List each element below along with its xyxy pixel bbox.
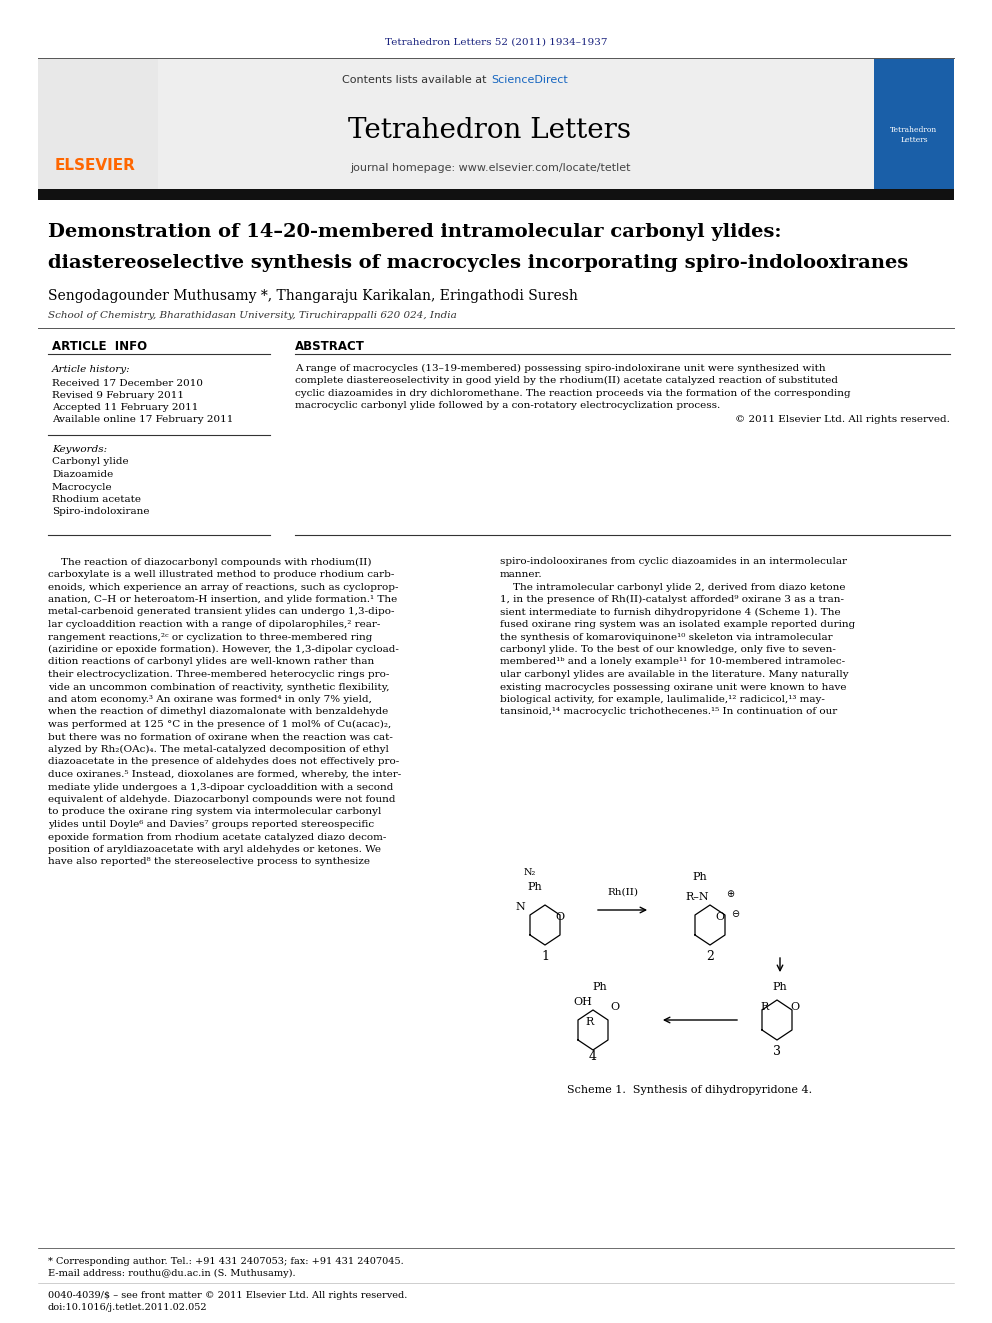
Text: 2: 2 (706, 950, 714, 963)
Text: Tetrahedron
Letters: Tetrahedron Letters (891, 126, 937, 144)
Text: Tetrahedron Letters 52 (2011) 1934–1937: Tetrahedron Letters 52 (2011) 1934–1937 (385, 37, 607, 46)
Text: duce oxiranes.⁵ Instead, dioxolanes are formed, whereby, the inter-: duce oxiranes.⁵ Instead, dioxolanes are … (48, 770, 401, 779)
Text: position of aryldiazoacetate with aryl aldehydes or ketones. We: position of aryldiazoacetate with aryl a… (48, 845, 381, 855)
Text: O: O (791, 1002, 800, 1012)
Text: 1: 1 (541, 950, 549, 963)
Text: have also reported⁸ the stereoselective process to synthesize: have also reported⁸ the stereoselective … (48, 857, 370, 867)
Text: OH: OH (573, 998, 592, 1007)
Text: (aziridine or epoxide formation). However, the 1,3-dipolar cycload-: (aziridine or epoxide formation). Howeve… (48, 644, 399, 654)
Text: when the reaction of dimethyl diazomalonate with benzaldehyde: when the reaction of dimethyl diazomalon… (48, 708, 388, 717)
Text: Revised 9 February 2011: Revised 9 February 2011 (52, 390, 184, 400)
Text: carboxylate is a well illustrated method to produce rhodium carb-: carboxylate is a well illustrated method… (48, 570, 395, 579)
Text: Scheme 1.  Synthesis of dihydropyridone 4.: Scheme 1. Synthesis of dihydropyridone 4… (567, 1085, 812, 1095)
Text: fused oxirane ring system was an isolated example reported during: fused oxirane ring system was an isolate… (500, 620, 855, 628)
Text: Macrocycle: Macrocycle (52, 483, 113, 492)
Text: ular carbonyl ylides are available in the literature. Many naturally: ular carbonyl ylides are available in th… (500, 669, 848, 679)
Text: ScienceDirect: ScienceDirect (491, 75, 567, 85)
Text: journal homepage: www.elsevier.com/locate/tetlet: journal homepage: www.elsevier.com/locat… (350, 163, 630, 173)
Text: 1, in the presence of Rh(II)-catalyst afforded⁹ oxirane 3 as a tran-: 1, in the presence of Rh(II)-catalyst af… (500, 595, 844, 605)
Text: O: O (556, 912, 564, 922)
Text: rangement reactions,²ᶜ or cyclization to three-membered ring: rangement reactions,²ᶜ or cyclization to… (48, 632, 372, 642)
Text: * Corresponding author. Tel.: +91 431 2407053; fax: +91 431 2407045.: * Corresponding author. Tel.: +91 431 24… (48, 1257, 404, 1266)
Text: R: R (586, 1017, 594, 1027)
Text: Available online 17 February 2011: Available online 17 February 2011 (52, 414, 233, 423)
Text: ELSEVIER: ELSEVIER (55, 157, 136, 172)
Bar (38, 58, 158, 191)
Text: Carbonyl ylide: Carbonyl ylide (52, 458, 129, 467)
Text: R–N: R–N (685, 892, 708, 902)
Text: Diazoamide: Diazoamide (52, 470, 113, 479)
Text: diastereoselective synthesis of macrocycles incorporating spiro-indolooxiranes: diastereoselective synthesis of macrocyc… (48, 254, 909, 273)
Text: A range of macrocycles (13–19-membered) possessing spiro-indoloxirane unit were : A range of macrocycles (13–19-membered) … (295, 364, 825, 373)
Text: Rhodium acetate: Rhodium acetate (52, 495, 141, 504)
Text: dition reactions of carbonyl ylides are well-known rather than: dition reactions of carbonyl ylides are … (48, 658, 374, 667)
Text: was performed at 125 °C in the presence of 1 mol% of Cu(acac)₂,: was performed at 125 °C in the presence … (48, 720, 391, 729)
Text: The reaction of diazocarbonyl compounds with rhodium(II): The reaction of diazocarbonyl compounds … (48, 557, 371, 566)
Bar (874, 58, 954, 191)
Text: 3: 3 (773, 1045, 781, 1058)
Text: cyclic diazoamides in dry dichloromethane. The reaction proceeds via the formati: cyclic diazoamides in dry dichloromethan… (295, 389, 850, 397)
Text: ⊖: ⊖ (731, 909, 739, 919)
Text: Keywords:: Keywords: (52, 445, 107, 454)
Text: complete diastereoselectivity in good yield by the rhodium(II) acetate catalyzed: complete diastereoselectivity in good yi… (295, 376, 838, 385)
Text: ABSTRACT: ABSTRACT (295, 340, 365, 352)
Text: Ph: Ph (773, 982, 788, 992)
Bar (38, 58, 874, 191)
Text: and atom economy.³ An oxirane was formed⁴ in only 7% yield,: and atom economy.³ An oxirane was formed… (48, 695, 372, 704)
Text: 4: 4 (589, 1050, 597, 1062)
Text: alyzed by Rh₂(OAc)₄. The metal-catalyzed decomposition of ethyl: alyzed by Rh₂(OAc)₄. The metal-catalyzed… (48, 745, 389, 754)
Text: R: R (761, 1002, 769, 1012)
Text: © 2011 Elsevier Ltd. All rights reserved.: © 2011 Elsevier Ltd. All rights reserved… (735, 415, 950, 425)
Text: carbonyl ylide. To the best of our knowledge, only five to seven-: carbonyl ylide. To the best of our knowl… (500, 646, 836, 654)
Text: doi:10.1016/j.tetlet.2011.02.052: doi:10.1016/j.tetlet.2011.02.052 (48, 1303, 207, 1312)
Text: existing macrocycles possessing oxirane unit were known to have: existing macrocycles possessing oxirane … (500, 683, 846, 692)
Text: Ph: Ph (528, 882, 543, 892)
Text: Demonstration of 14–20-membered intramolecular carbonyl ylides:: Demonstration of 14–20-membered intramol… (48, 224, 782, 241)
Text: Received 17 December 2010: Received 17 December 2010 (52, 378, 203, 388)
Text: but there was no formation of oxirane when the reaction was cat-: but there was no formation of oxirane wh… (48, 733, 393, 741)
Text: Sengodagounder Muthusamy *, Thangaraju Karikalan, Eringathodi Suresh: Sengodagounder Muthusamy *, Thangaraju K… (48, 288, 578, 303)
Text: lar cycloaddition reaction with a range of dipolarophiles,² rear-: lar cycloaddition reaction with a range … (48, 620, 380, 628)
Text: metal-carbenoid generated transient ylides can undergo 1,3-dipo-: metal-carbenoid generated transient ylid… (48, 607, 395, 617)
Text: macrocyclic carbonyl ylide followed by a con-rotatory electrocyclization process: macrocyclic carbonyl ylide followed by a… (295, 401, 720, 410)
Text: O: O (610, 1002, 620, 1012)
Text: tansinoid,¹⁴ macrocyclic trichothecenes.¹⁵ In continuation of our: tansinoid,¹⁴ macrocyclic trichothecenes.… (500, 708, 837, 717)
Text: 0040-4039/$ – see front matter © 2011 Elsevier Ltd. All rights reserved.: 0040-4039/$ – see front matter © 2011 El… (48, 1290, 408, 1299)
Text: Rh(II): Rh(II) (607, 888, 639, 897)
Text: Contents lists available at: Contents lists available at (342, 75, 490, 85)
Text: their electrocyclization. Three-membered heterocyclic rings pro-: their electrocyclization. Three-membered… (48, 669, 390, 679)
Text: the synthesis of komaroviquinone¹⁰ skeleton via intramolecular: the synthesis of komaroviquinone¹⁰ skele… (500, 632, 832, 642)
Text: Tetrahedron Letters: Tetrahedron Letters (348, 116, 632, 143)
Text: vide an uncommon combination of reactivity, synthetic flexibility,: vide an uncommon combination of reactivi… (48, 683, 390, 692)
Text: N: N (515, 902, 525, 912)
Text: epoxide formation from rhodium acetate catalyzed diazo decom-: epoxide formation from rhodium acetate c… (48, 832, 386, 841)
Text: enoids, which experience an array of reactions, such as cycloprop-: enoids, which experience an array of rea… (48, 582, 399, 591)
Text: Spiro-indoloxirane: Spiro-indoloxirane (52, 508, 150, 516)
Text: mediate ylide undergoes a 1,3-dipoar cycloaddition with a second: mediate ylide undergoes a 1,3-dipoar cyc… (48, 782, 394, 791)
Text: ARTICLE  INFO: ARTICLE INFO (52, 340, 147, 352)
Text: Article history:: Article history: (52, 365, 131, 374)
Text: anation, C–H or heteroatom-H insertion, and ylide formation.¹ The: anation, C–H or heteroatom-H insertion, … (48, 595, 397, 605)
Text: Ph: Ph (692, 872, 707, 882)
Text: manner.: manner. (500, 570, 543, 579)
Text: to produce the oxirane ring system via intermolecular carbonyl: to produce the oxirane ring system via i… (48, 807, 381, 816)
Text: ⊕: ⊕ (726, 889, 734, 900)
Text: N₂: N₂ (524, 868, 536, 877)
Text: biological activity, for example, laulimalide,¹² radicicol,¹³ may-: biological activity, for example, laulim… (500, 695, 825, 704)
Text: The intramolecular carbonyl ylide 2, derived from diazo ketone: The intramolecular carbonyl ylide 2, der… (500, 582, 845, 591)
Text: School of Chemistry, Bharathidasan University, Tiruchirappalli 620 024, India: School of Chemistry, Bharathidasan Unive… (48, 311, 456, 320)
Text: equivalent of aldehyde. Diazocarbonyl compounds were not found: equivalent of aldehyde. Diazocarbonyl co… (48, 795, 396, 804)
Text: spiro-indolooxiranes from cyclic diazoamides in an intermolecular: spiro-indolooxiranes from cyclic diazoam… (500, 557, 847, 566)
Bar (38, 189, 954, 200)
Text: ylides until Doyle⁶ and Davies⁷ groups reported stereospecific: ylides until Doyle⁶ and Davies⁷ groups r… (48, 820, 374, 830)
Text: E-mail address: routhu@du.ac.in (S. Muthusamy).: E-mail address: routhu@du.ac.in (S. Muth… (48, 1269, 296, 1278)
Text: diazoacetate in the presence of aldehydes does not effectively pro-: diazoacetate in the presence of aldehyde… (48, 758, 399, 766)
Text: Accepted 11 February 2011: Accepted 11 February 2011 (52, 402, 198, 411)
Text: O: O (715, 912, 724, 922)
Text: sient intermediate to furnish dihydropyridone 4 (Scheme 1). The: sient intermediate to furnish dihydropyr… (500, 607, 840, 617)
Text: Ph: Ph (592, 982, 607, 992)
Text: membered¹ᵇ and a lonely example¹¹ for 10-membered intramolec-: membered¹ᵇ and a lonely example¹¹ for 10… (500, 658, 845, 667)
